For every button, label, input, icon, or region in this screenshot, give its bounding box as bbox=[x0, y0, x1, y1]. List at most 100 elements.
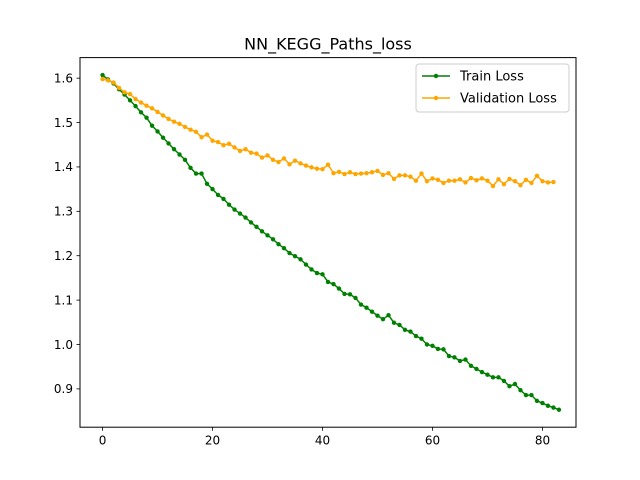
validation-loss-point bbox=[177, 121, 182, 127]
validation-loss-point bbox=[232, 145, 237, 150]
train-loss-point bbox=[276, 241, 281, 247]
validation-loss-point bbox=[391, 176, 397, 182]
train-loss-point bbox=[309, 267, 314, 272]
y-tick-label: 1.5 bbox=[54, 116, 73, 130]
validation-loss-point bbox=[204, 132, 210, 137]
train-loss-point bbox=[424, 342, 430, 347]
train-loss-point bbox=[298, 257, 303, 262]
x-tick-label: 60 bbox=[425, 434, 440, 448]
validation-loss-point bbox=[490, 183, 496, 189]
validation-loss-point bbox=[259, 155, 265, 160]
validation-loss-point bbox=[430, 176, 435, 181]
train-loss-point bbox=[358, 302, 364, 307]
validation-loss-point bbox=[545, 180, 551, 185]
train-loss-point bbox=[166, 141, 171, 146]
legend-train-label: Train Loss bbox=[459, 70, 524, 85]
validation-loss-point bbox=[210, 138, 215, 143]
validation-loss-point bbox=[424, 178, 430, 184]
train-loss-point bbox=[380, 317, 386, 322]
train-loss-point bbox=[369, 309, 375, 314]
train-loss-point bbox=[523, 392, 529, 398]
validation-loss-point bbox=[518, 182, 523, 188]
train-loss-point bbox=[259, 229, 265, 234]
train-loss-point bbox=[551, 405, 556, 410]
validation-loss-point bbox=[144, 103, 149, 108]
train-loss-point bbox=[485, 372, 490, 377]
validation-loss-point bbox=[551, 179, 556, 185]
train-loss-point bbox=[534, 398, 540, 404]
validation-loss-point bbox=[523, 177, 529, 183]
y-tick-label: 1.6 bbox=[54, 71, 73, 85]
validation-loss-point bbox=[408, 174, 413, 179]
y-tick-label: 1.2 bbox=[54, 249, 73, 263]
validation-loss-point bbox=[188, 127, 193, 132]
train-loss-point bbox=[171, 146, 177, 152]
validation-loss-point bbox=[166, 116, 171, 122]
validation-loss-point bbox=[534, 173, 540, 179]
validation-loss-point bbox=[133, 96, 138, 102]
validation-loss-point bbox=[116, 85, 122, 91]
validation-loss-point bbox=[221, 142, 226, 148]
validation-loss-point bbox=[298, 161, 303, 166]
train-loss-point bbox=[512, 381, 518, 387]
train-loss-point bbox=[243, 215, 248, 220]
validation-loss-point bbox=[155, 109, 160, 115]
train-loss-point bbox=[474, 366, 479, 372]
validation-loss-point bbox=[287, 162, 292, 167]
train-loss-point bbox=[342, 291, 347, 297]
train-loss-point bbox=[226, 202, 232, 207]
validation-loss-point bbox=[375, 168, 380, 174]
train-loss-point bbox=[314, 270, 320, 276]
validation-loss-point bbox=[369, 170, 375, 175]
train-loss-point bbox=[457, 358, 463, 364]
validation-loss-point bbox=[325, 162, 331, 167]
train-loss-point bbox=[441, 347, 446, 352]
train-loss-point bbox=[149, 123, 155, 128]
validation-loss-point bbox=[122, 90, 127, 95]
train-loss-point bbox=[413, 333, 419, 339]
train-loss-point bbox=[331, 281, 336, 287]
validation-loss-point bbox=[199, 134, 204, 140]
train-loss-point bbox=[100, 72, 105, 78]
train-loss-point bbox=[386, 313, 391, 318]
train-loss-point bbox=[270, 237, 276, 242]
validation-loss-point bbox=[336, 169, 342, 175]
validation-loss-point bbox=[419, 171, 424, 176]
validation-loss-point bbox=[292, 158, 298, 163]
train-loss-point bbox=[265, 233, 270, 238]
validation-loss-point bbox=[331, 170, 336, 176]
validation-loss-point bbox=[265, 153, 270, 158]
validation-loss-point bbox=[111, 80, 116, 85]
x-tick-label: 40 bbox=[315, 434, 330, 448]
train-loss-point bbox=[529, 392, 534, 398]
validation-loss-point bbox=[468, 175, 474, 181]
train-loss-point bbox=[292, 253, 298, 259]
validation-loss-point bbox=[413, 178, 419, 183]
train-loss-point bbox=[347, 292, 353, 297]
train-loss-point bbox=[138, 110, 144, 115]
train-loss-point bbox=[446, 353, 452, 359]
train-loss-point bbox=[199, 171, 204, 176]
validation-loss-point bbox=[402, 173, 408, 178]
train-loss-point bbox=[144, 115, 149, 120]
train-loss-point bbox=[215, 192, 221, 198]
validation-loss-point bbox=[100, 76, 105, 82]
x-tick-label: 20 bbox=[205, 434, 220, 448]
train-loss-point bbox=[518, 388, 523, 393]
validation-loss-point bbox=[303, 163, 309, 168]
train-loss-point bbox=[353, 295, 358, 301]
train-loss-point bbox=[204, 181, 210, 186]
train-loss-point bbox=[127, 98, 133, 103]
legend-validation-marker bbox=[433, 95, 439, 101]
train-loss-point bbox=[540, 400, 545, 406]
validation-loss-point bbox=[479, 176, 485, 181]
train-loss-point bbox=[182, 157, 188, 163]
train-loss-point bbox=[501, 378, 507, 384]
train-loss-point bbox=[435, 346, 441, 352]
x-tick-label: 80 bbox=[535, 434, 550, 448]
validation-loss-point bbox=[474, 178, 479, 183]
train-loss-point bbox=[402, 327, 408, 333]
train-loss-point bbox=[507, 384, 512, 389]
train-loss-point bbox=[232, 207, 237, 212]
train-loss-point bbox=[463, 357, 468, 362]
